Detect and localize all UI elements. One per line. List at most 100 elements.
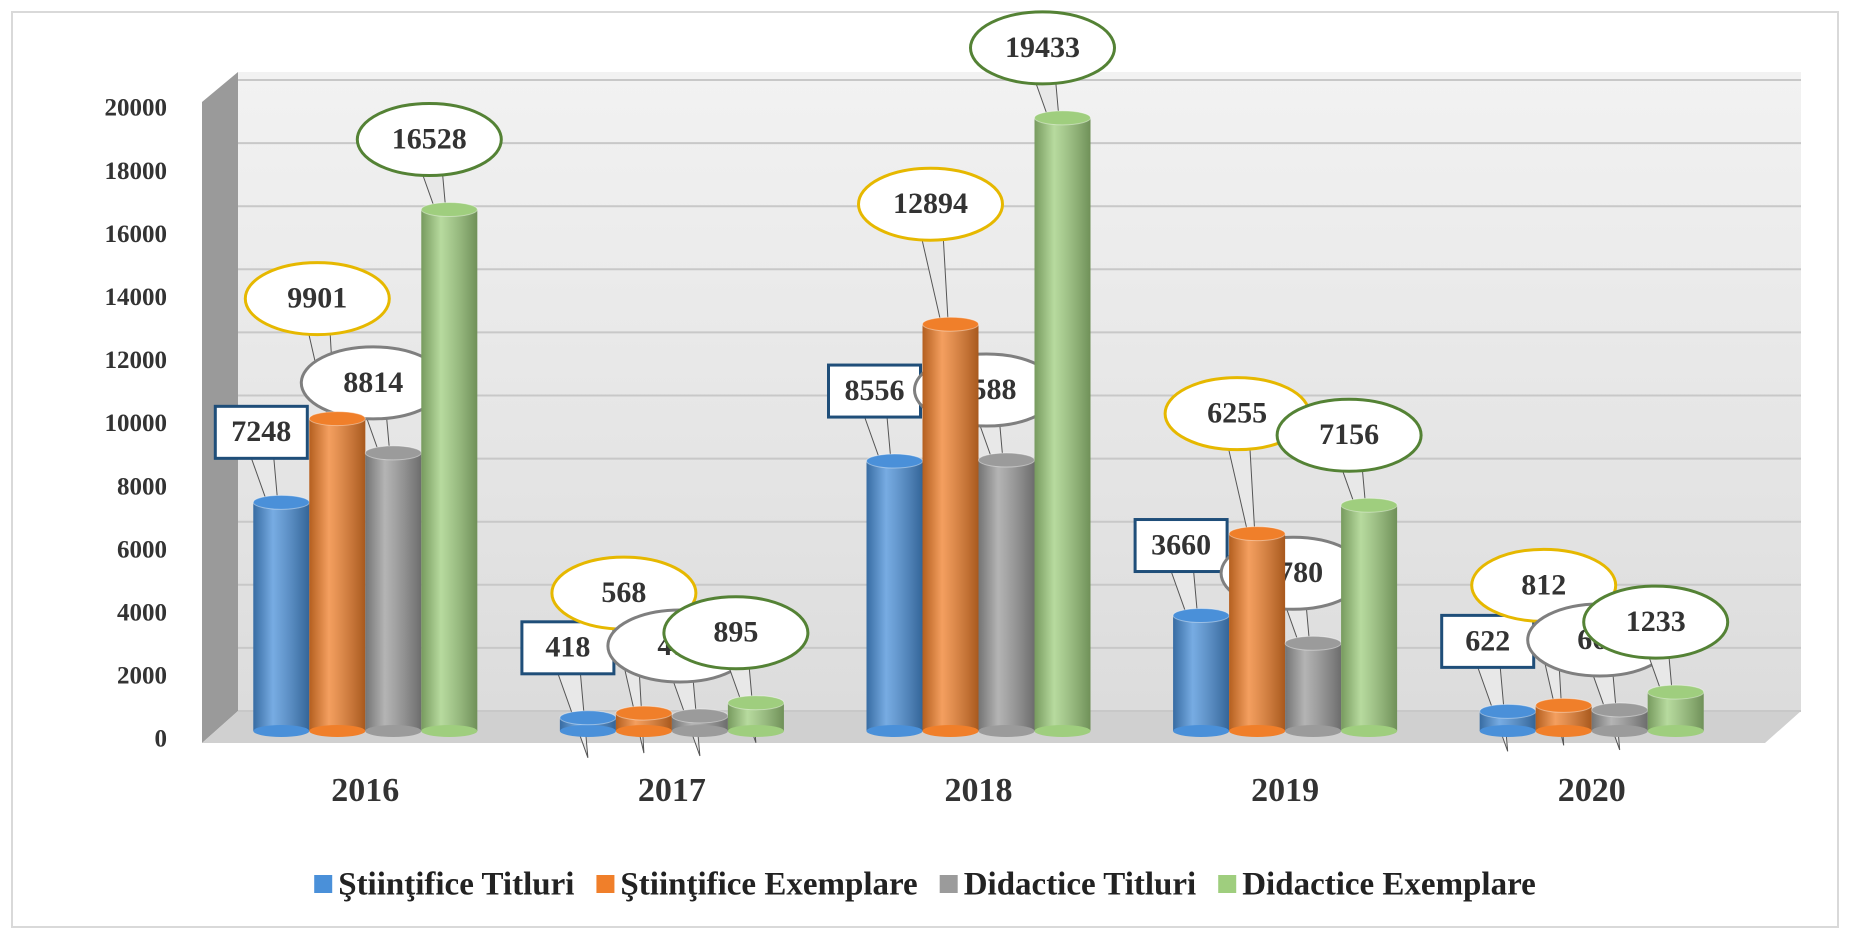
bar-base <box>309 725 366 737</box>
bar-shade <box>1341 505 1398 731</box>
x-tick-label: 2016 <box>331 772 399 809</box>
bar <box>1228 526 1286 737</box>
y-tick-label: 14000 <box>105 284 168 311</box>
bar-shade <box>866 461 923 731</box>
bar-shade <box>421 209 478 731</box>
callout <box>1440 613 1536 669</box>
y-tick-label: 10000 <box>105 410 168 437</box>
bar-top <box>1034 110 1091 126</box>
bar-base <box>1479 725 1536 737</box>
bar-top <box>727 695 785 711</box>
bar-top <box>866 453 923 469</box>
y-tick-label: 0 <box>155 726 168 753</box>
bar-top <box>252 494 310 510</box>
bar-base <box>1647 725 1704 737</box>
y-tick-label: 4000 <box>117 600 167 627</box>
bar-shade <box>1285 643 1342 731</box>
legend: Ştiinţifice Titluri Ştiinţifice Exemplare… <box>314 867 1536 903</box>
bar-top <box>671 708 729 724</box>
data-label: 3660 <box>1151 528 1211 561</box>
bar-base <box>866 725 923 737</box>
bar-shade <box>1229 533 1286 731</box>
callout <box>355 102 503 178</box>
bar-top <box>559 710 617 726</box>
callout <box>662 595 810 671</box>
x-tick-label: 2018 <box>945 772 1013 809</box>
bar <box>1340 497 1398 737</box>
bar-base <box>253 725 310 737</box>
data-label: 7156 <box>1319 418 1379 451</box>
bar-top <box>364 445 422 461</box>
bar-base <box>978 725 1035 737</box>
legend-label: Didactice Titluri <box>964 867 1197 903</box>
x-tick-label: 2020 <box>1558 772 1626 809</box>
bar <box>727 695 785 737</box>
legend-label: Didactice Exemplare <box>1242 867 1536 903</box>
data-label: 8556 <box>845 374 905 407</box>
bar <box>1172 608 1230 737</box>
x-tick-label: 2017 <box>638 772 706 809</box>
bar <box>866 453 923 737</box>
bar-shade <box>978 460 1035 731</box>
data-label: 622 <box>1465 624 1510 657</box>
bar <box>308 411 366 737</box>
bar <box>1535 697 1593 737</box>
y-tick-label: 8000 <box>117 473 167 500</box>
y-tick-label: 18000 <box>105 158 168 185</box>
bar-shade <box>365 452 422 731</box>
x-tick-label: 2019 <box>1251 772 1319 809</box>
bar-base <box>615 725 672 737</box>
data-label: 12894 <box>893 187 968 220</box>
callout <box>1582 584 1730 660</box>
bar <box>420 202 478 737</box>
callout <box>857 166 1004 242</box>
data-label: 8814 <box>343 366 403 399</box>
bar-shade <box>922 324 979 731</box>
callout <box>969 10 1116 86</box>
bar-shade <box>253 502 310 731</box>
bar <box>1647 684 1705 737</box>
bar <box>1034 110 1091 737</box>
bar-top <box>1284 635 1342 651</box>
bar-shade <box>1034 117 1091 731</box>
data-label: 418 <box>545 631 590 664</box>
bar <box>1591 702 1649 737</box>
legend-marker <box>314 875 333 893</box>
callout <box>1133 518 1229 574</box>
data-label: 16528 <box>392 122 467 155</box>
y-tick-label: 16000 <box>105 221 168 248</box>
data-label: 19433 <box>1005 31 1080 64</box>
bar-base <box>922 725 979 737</box>
y-tick-label: 2000 <box>117 663 167 690</box>
bar <box>671 708 729 737</box>
y-tick-label: 20000 <box>105 95 168 122</box>
bar-base <box>1173 725 1230 737</box>
bar-top <box>1228 526 1286 542</box>
data-label: 9901 <box>287 282 347 315</box>
data-label: 1233 <box>1626 605 1686 638</box>
data-label: 895 <box>713 616 758 649</box>
bar-top <box>978 452 1035 468</box>
bar-base <box>1535 725 1592 737</box>
data-label: 812 <box>1521 568 1566 601</box>
bar <box>615 705 673 737</box>
bar-top <box>420 202 478 218</box>
bar-shade <box>309 418 366 731</box>
bar-base <box>1229 725 1286 737</box>
callout <box>1275 397 1423 473</box>
legend-label: Ştiinţifice Exemplare <box>620 867 917 903</box>
legend-marker <box>1218 875 1237 893</box>
bar-top <box>922 316 979 332</box>
bar-top <box>1647 684 1705 700</box>
bar-base <box>1034 725 1091 737</box>
bar-top <box>1591 702 1649 718</box>
bar-base <box>1341 725 1398 737</box>
data-label: 6255 <box>1207 397 1267 430</box>
bar-base <box>1591 725 1648 737</box>
bar-shade <box>1173 615 1230 731</box>
bar <box>978 452 1035 737</box>
y-tick-label: 12000 <box>105 347 168 374</box>
bar-base <box>365 725 422 737</box>
bar-base <box>421 725 478 737</box>
